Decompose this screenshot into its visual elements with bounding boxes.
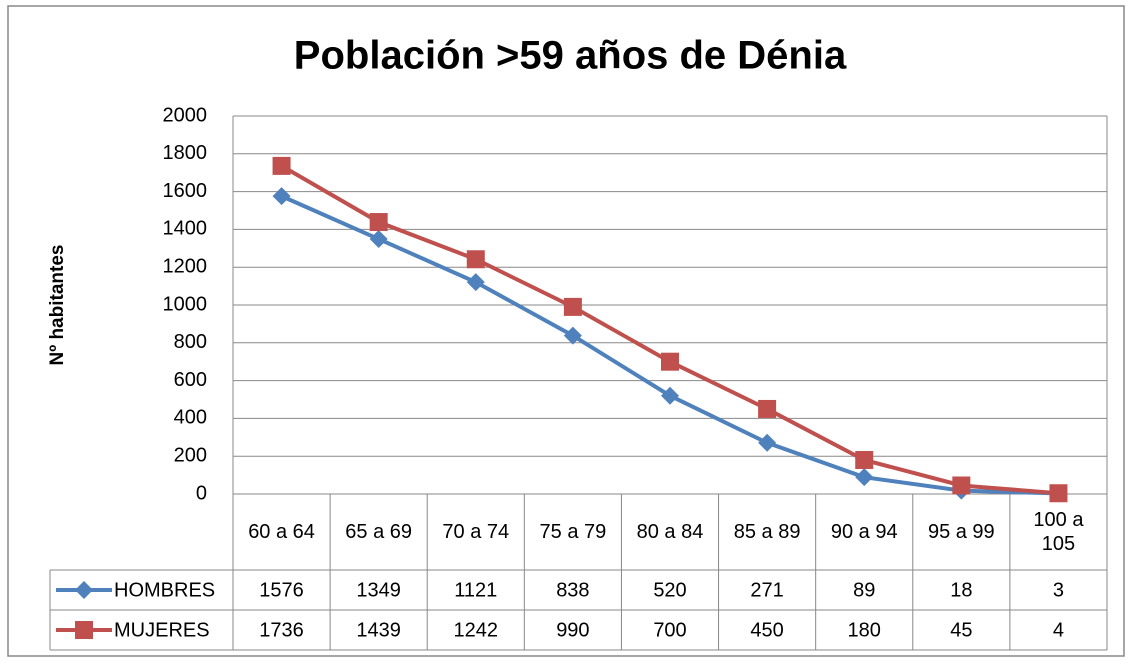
y-tick-label: 1200 [163, 255, 208, 277]
data-point [563, 326, 582, 345]
data-point [272, 156, 291, 175]
x-tick-label-box: 70 a 74 [442, 521, 510, 543]
x-tick-label: 85 a 89 [733, 521, 801, 543]
x-tick-label-box: 90 a 94 [830, 521, 898, 543]
data-point [1049, 484, 1068, 503]
y-tick-label: 1600 [163, 180, 208, 202]
table-value: 1576 [259, 579, 304, 601]
table-value: 700 [653, 619, 686, 641]
x-tick-label-box: 65 a 69 [345, 521, 413, 543]
table-value: 18 [950, 579, 972, 601]
table-value: 89 [853, 579, 875, 601]
x-tick-label-box: 95 a 99 [927, 521, 995, 543]
data-point [466, 273, 485, 292]
data-point [661, 386, 679, 405]
x-tick-label-box: 75 a 79 [539, 521, 607, 543]
x-tick-label: 90 a 94 [830, 521, 898, 543]
data-point [466, 250, 485, 269]
table-value: 838 [556, 579, 589, 601]
table-value: 450 [750, 619, 783, 641]
table-value: 271 [750, 579, 783, 601]
y-tick-label: 2000 [163, 104, 208, 126]
legend-label: HOMBRES [114, 579, 215, 601]
x-tick-label: 75 a 79 [539, 521, 607, 543]
x-tick-label: 100 a 105 [1033, 509, 1084, 555]
y-tick-label: 200 [174, 444, 207, 466]
data-point [272, 187, 291, 206]
table-value: 520 [653, 579, 686, 601]
x-tick-label: 80 a 84 [636, 521, 704, 543]
table-value: 1736 [259, 619, 304, 641]
data-point [758, 433, 777, 452]
x-tick-label: 70 a 74 [442, 521, 510, 543]
table-value: 45 [950, 619, 972, 641]
table-value: 180 [848, 619, 881, 641]
legend-label: MUJERES [114, 619, 210, 641]
table-value: 1242 [454, 619, 499, 641]
x-tick-label-box: 60 a 64 [248, 521, 315, 543]
table-value: 3 [1053, 579, 1064, 601]
x-tick-label: 65 a 69 [345, 521, 413, 543]
data-point [563, 297, 582, 316]
y-tick-label: 0 [196, 482, 207, 504]
data-point [952, 476, 971, 495]
table-value: 1349 [356, 579, 401, 601]
y-tick-label: 1000 [163, 293, 208, 315]
chart-title: Población >59 años de Dénia [294, 34, 847, 78]
table-value: 1439 [356, 619, 401, 641]
table-value: 990 [556, 619, 589, 641]
y-tick-label: 1400 [163, 218, 208, 240]
data-point [758, 399, 777, 418]
x-tick-label-box: 100 a 105 [1033, 509, 1084, 555]
y-tick-label: 400 [174, 407, 207, 429]
y-tick-label: 1800 [163, 142, 208, 164]
y-axis-label: Nº habitantes [47, 245, 68, 366]
legend-marker [75, 621, 93, 639]
table-value: 1121 [454, 579, 497, 601]
y-tick-label: 600 [174, 369, 207, 391]
table-value: 4 [1053, 619, 1064, 641]
x-tick-label: 60 a 64 [248, 521, 315, 543]
data-point [661, 352, 679, 371]
x-tick-label-box: 85 a 89 [733, 521, 801, 543]
x-tick-label: 95 a 99 [927, 521, 995, 543]
data-point [855, 450, 874, 469]
x-tick-label-box: 80 a 84 [636, 521, 704, 543]
y-tick-label: 800 [174, 331, 207, 353]
data-point [369, 230, 388, 249]
data-point [855, 468, 874, 487]
data-point [369, 213, 388, 232]
legend-marker [75, 581, 93, 599]
